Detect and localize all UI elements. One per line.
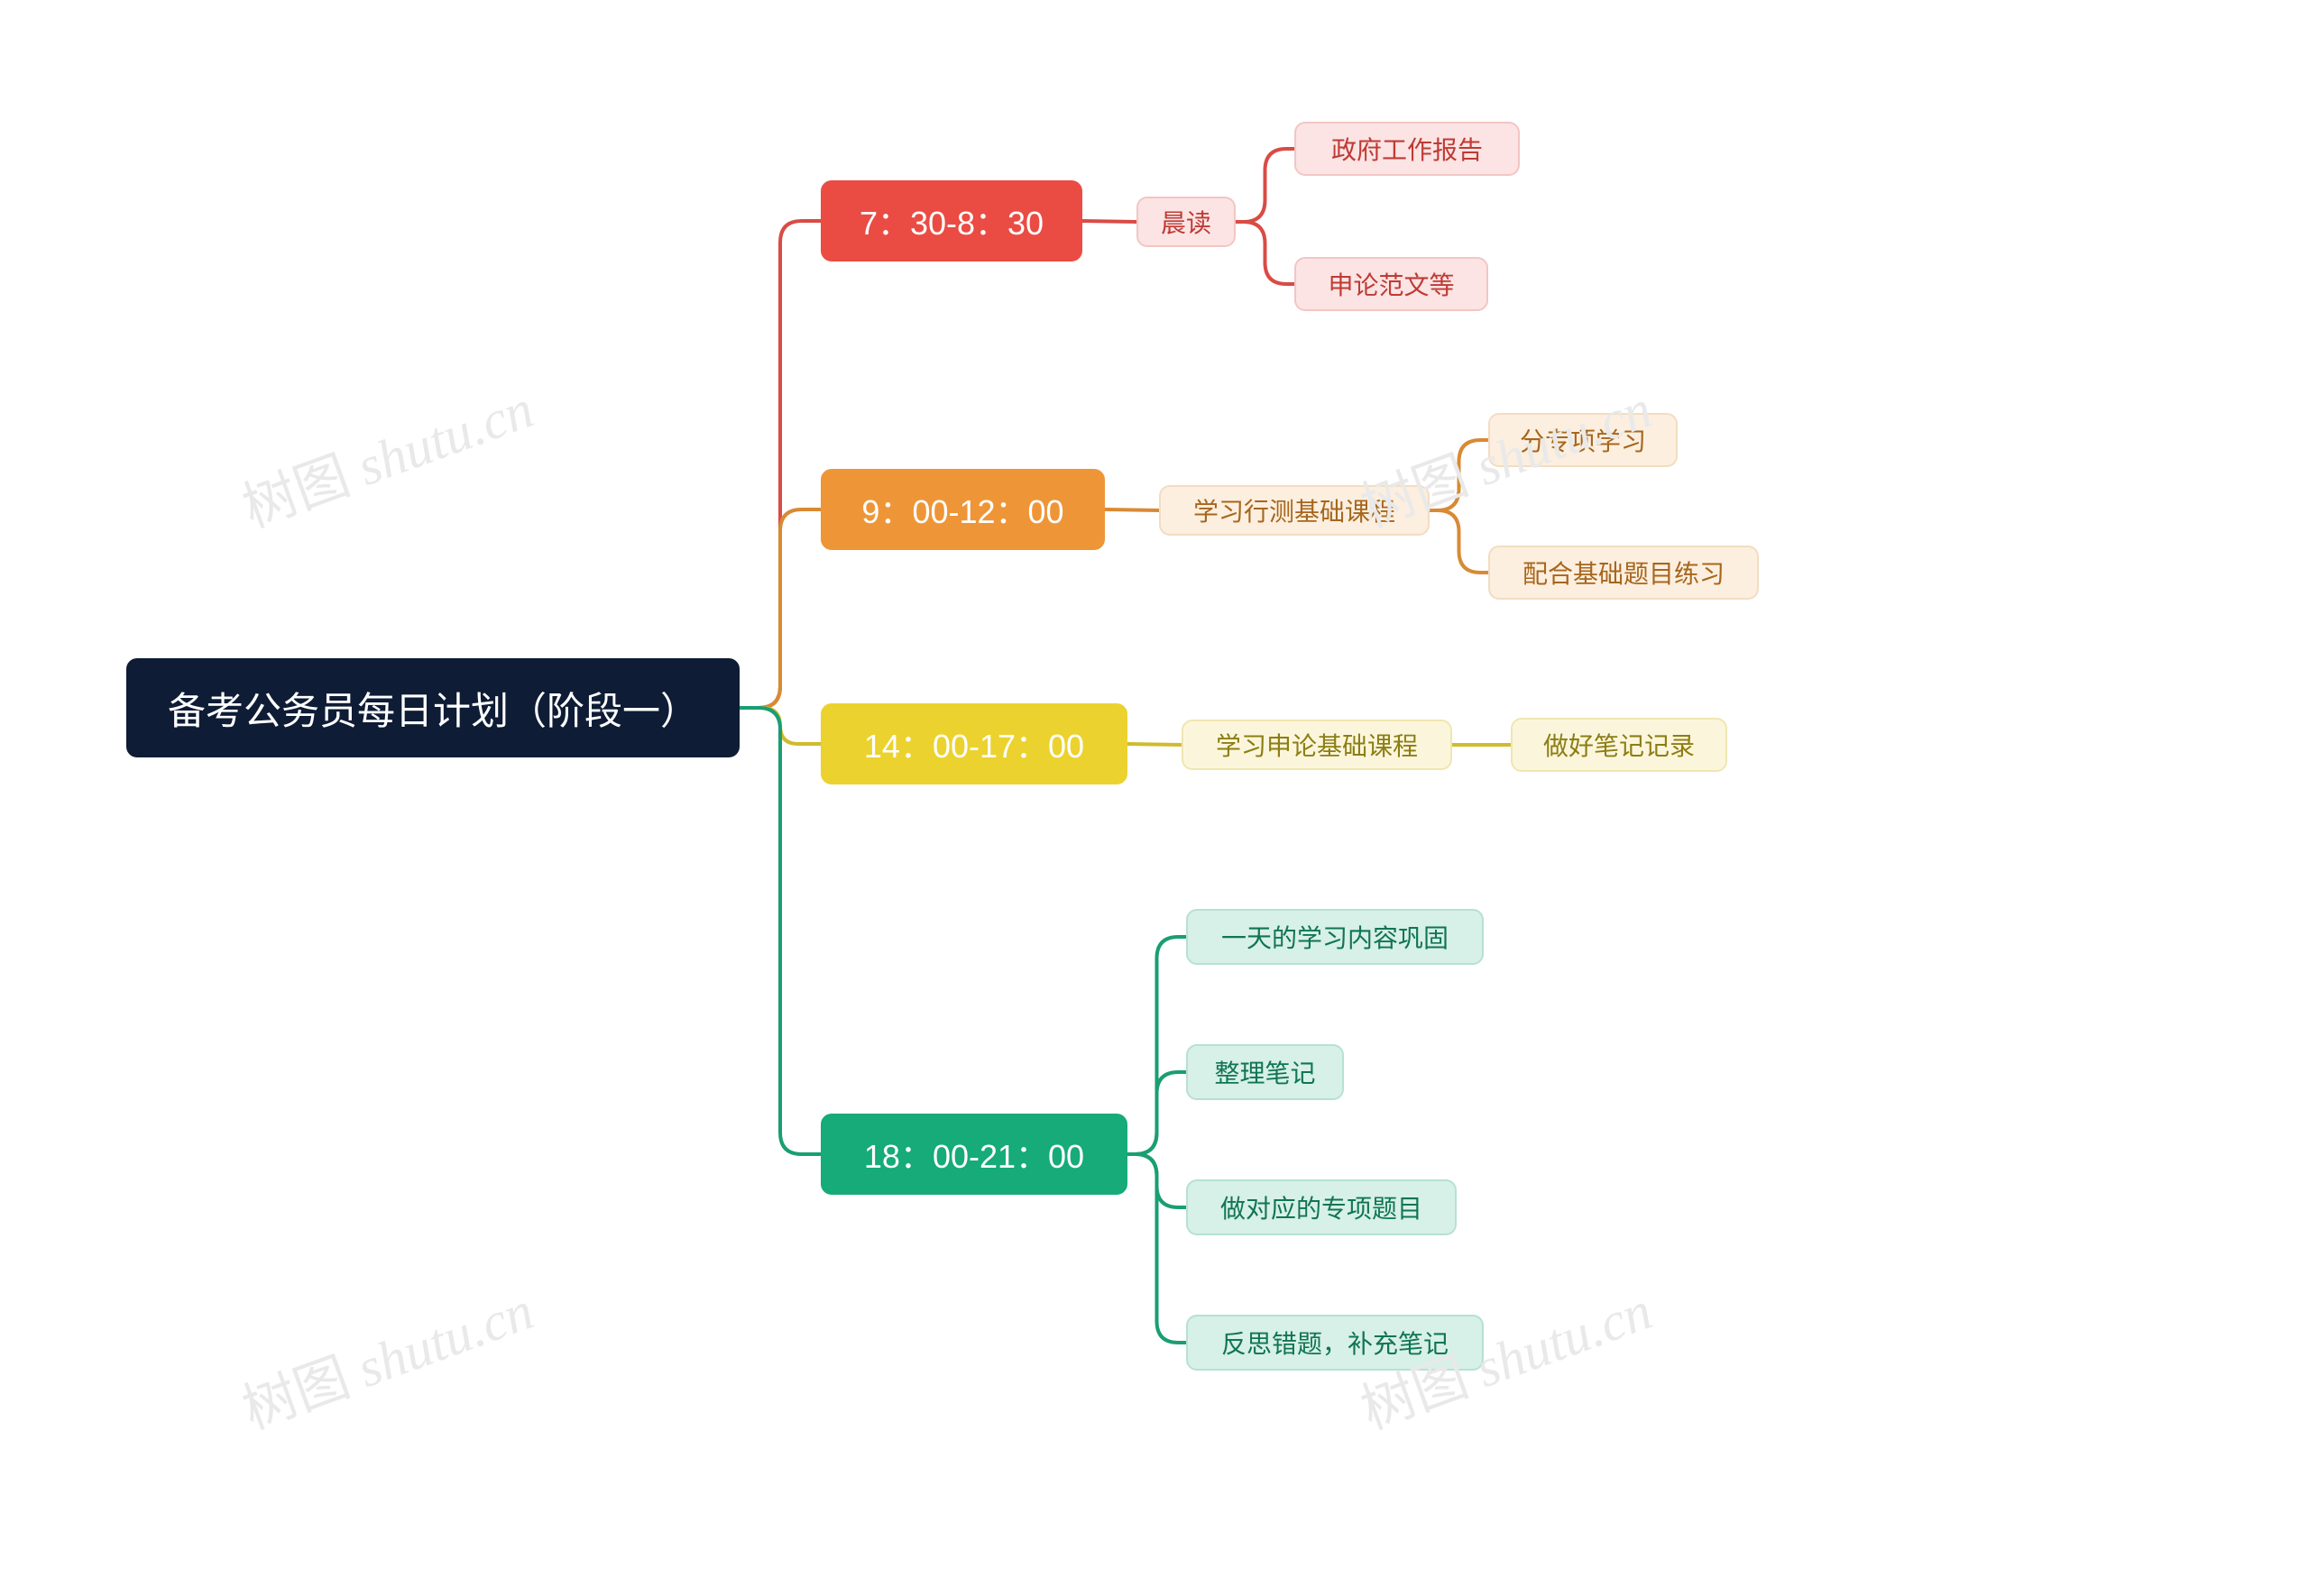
node-label: 整理笔记 xyxy=(1214,1054,1315,1090)
node-label: 配合基础题目练习 xyxy=(1522,555,1725,591)
mindmap-node[interactable]: 申论范文等 xyxy=(1294,257,1488,311)
mindmap-node[interactable]: 学习行测基础课程 xyxy=(1159,485,1430,536)
watermark: 树图 shutu.cn xyxy=(230,1267,542,1445)
mindmap-node[interactable]: 整理笔记 xyxy=(1186,1044,1344,1100)
node-label: 学习行测基础课程 xyxy=(1193,492,1395,528)
node-label: 9：00-12：00 xyxy=(861,486,1063,533)
node-label: 一天的学习内容巩固 xyxy=(1221,919,1449,955)
mindmap-node[interactable]: 分专项学习 xyxy=(1488,413,1678,467)
node-label: 备考公务员每日计划（阶段一） xyxy=(168,681,698,736)
mindmap-node[interactable]: 做好笔记记录 xyxy=(1511,718,1727,772)
node-label: 反思错题，补充笔记 xyxy=(1221,1325,1449,1361)
watermark: 树图 shutu.cn xyxy=(230,365,542,543)
mindmap-node[interactable]: 18：00-21：00 xyxy=(821,1114,1127,1195)
node-label: 14：00-17：00 xyxy=(864,720,1084,767)
mindmap-node[interactable]: 备考公务员每日计划（阶段一） xyxy=(126,658,740,757)
node-label: 晨读 xyxy=(1161,204,1211,240)
mindmap-node[interactable]: 做对应的专项题目 xyxy=(1186,1179,1457,1235)
mindmap-node[interactable]: 7：30-8：30 xyxy=(821,180,1082,261)
node-label: 7：30-8：30 xyxy=(860,197,1044,244)
mindmap-node[interactable]: 晨读 xyxy=(1136,197,1236,247)
node-label: 18：00-21：00 xyxy=(864,1131,1084,1178)
node-label: 申论范文等 xyxy=(1328,266,1454,302)
mindmap-node[interactable]: 配合基础题目练习 xyxy=(1488,546,1759,600)
node-label: 做好笔记记录 xyxy=(1543,727,1695,763)
mindmap-node[interactable]: 反思错题，补充笔记 xyxy=(1186,1315,1484,1371)
node-label: 政府工作报告 xyxy=(1331,131,1483,167)
mindmap-node[interactable]: 9：00-12：00 xyxy=(821,469,1105,550)
mindmap-node[interactable]: 一天的学习内容巩固 xyxy=(1186,909,1484,965)
node-label: 分专项学习 xyxy=(1520,422,1646,458)
node-label: 做对应的专项题目 xyxy=(1220,1189,1422,1225)
node-label: 学习申论基础课程 xyxy=(1216,727,1418,763)
mindmap-node[interactable]: 学习申论基础课程 xyxy=(1182,720,1452,770)
mindmap-node[interactable]: 政府工作报告 xyxy=(1294,122,1520,176)
mindmap-node[interactable]: 14：00-17：00 xyxy=(821,703,1127,784)
